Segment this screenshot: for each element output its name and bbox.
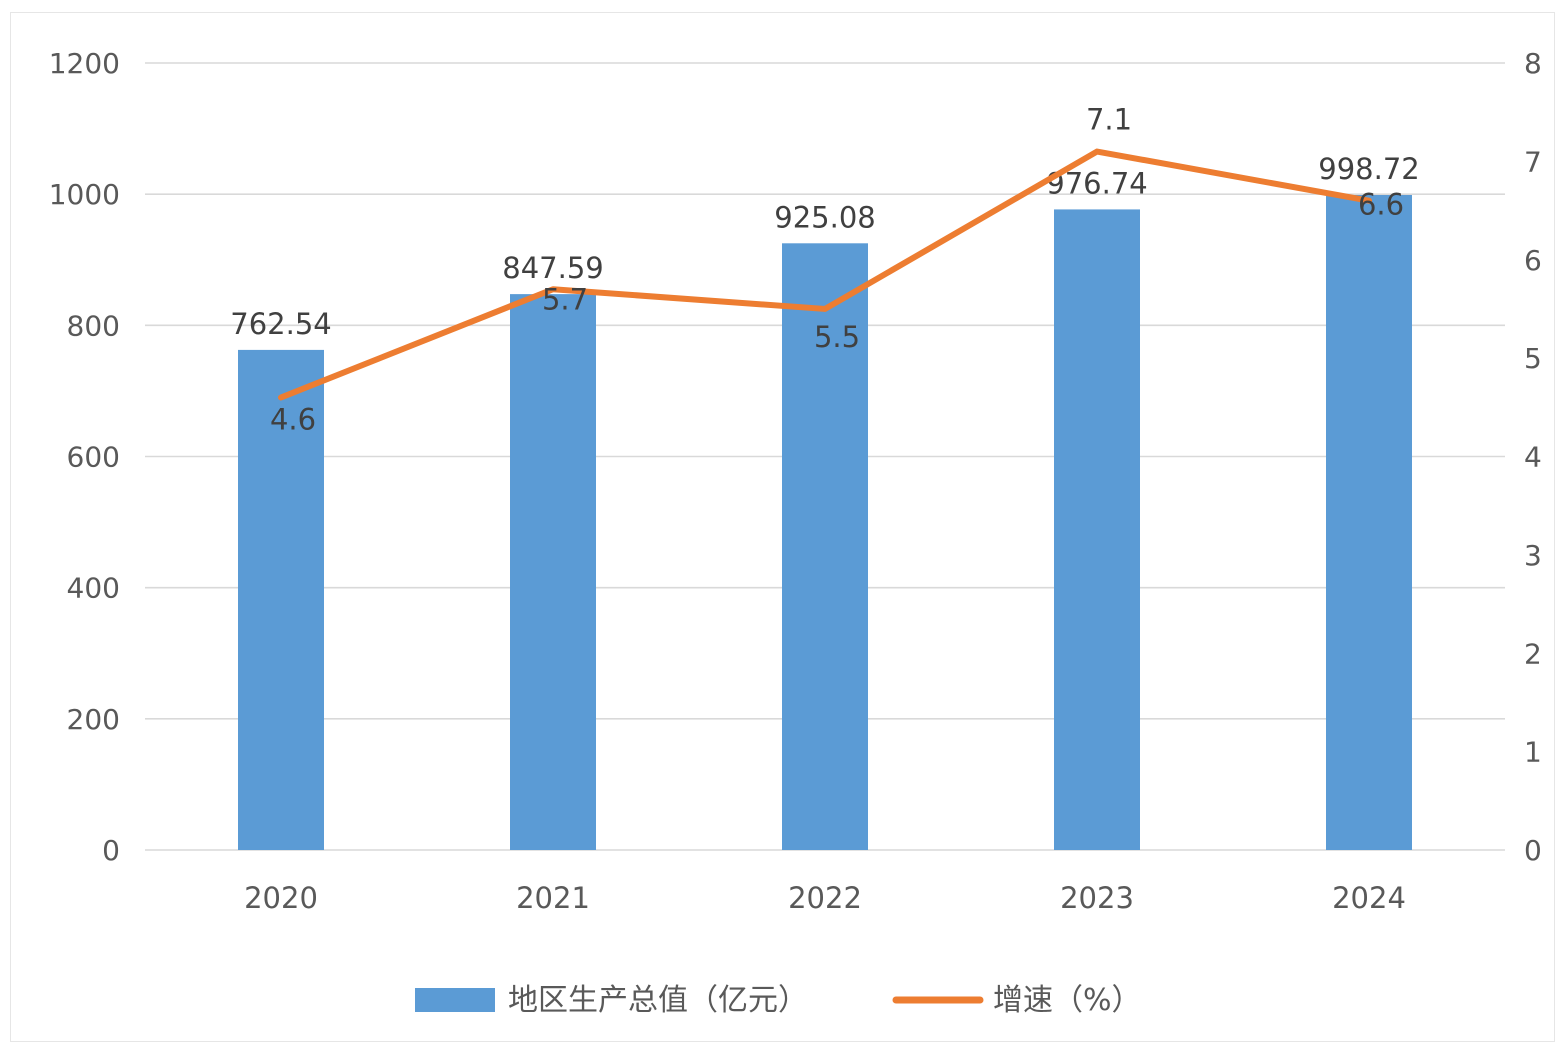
bar-data-label: 762.54 <box>230 307 331 341</box>
x-tick-label: 2023 <box>1060 881 1134 915</box>
line-data-label: 6.6 <box>1358 188 1404 222</box>
y-right-tick-label: 0 <box>1524 834 1542 867</box>
y-left-tick-label: 600 <box>67 441 120 474</box>
bar-data-label: 925.08 <box>774 200 875 234</box>
line-data-label: 4.6 <box>270 402 316 436</box>
chart-frame <box>10 12 1555 1042</box>
y-right-tick-label: 6 <box>1524 244 1542 277</box>
line-data-label: 5.7 <box>542 282 588 316</box>
y-right-tick-label: 2 <box>1524 637 1542 670</box>
bar <box>1326 195 1412 851</box>
bar <box>1054 209 1140 850</box>
y-left-tick-label: 0 <box>102 834 120 867</box>
legend-label-line: 增速（%） <box>993 983 1142 1018</box>
y-left-tick-label: 800 <box>67 309 120 342</box>
y-left-tick-label: 1000 <box>49 178 120 211</box>
y-left-tick-label: 400 <box>67 572 120 605</box>
bar <box>238 349 324 850</box>
legend-label-bar: 地区生产总值（亿元） <box>508 983 808 1018</box>
y-right-tick-label: 8 <box>1524 47 1542 80</box>
y-right-tick-label: 7 <box>1524 145 1542 178</box>
legend-swatch-bar <box>415 988 495 1012</box>
bar-data-label: 998.72 <box>1318 152 1419 186</box>
x-tick-label: 2021 <box>516 881 590 915</box>
x-tick-label: 2020 <box>244 881 318 915</box>
bar <box>782 243 868 850</box>
bar <box>510 294 596 851</box>
line-data-label: 7.1 <box>1086 103 1132 137</box>
line-data-label: 5.5 <box>814 320 860 354</box>
x-tick-label: 2024 <box>1332 881 1406 915</box>
y-right-tick-label: 3 <box>1524 539 1542 572</box>
y-right-tick-label: 4 <box>1524 441 1542 474</box>
bar-data-label: 847.59 <box>502 251 603 285</box>
x-tick-label: 2022 <box>788 881 862 915</box>
y-right-tick-label: 5 <box>1524 342 1542 375</box>
growth-line <box>278 148 1372 401</box>
y-left-tick-label: 1200 <box>49 47 120 80</box>
y-right-tick-label: 1 <box>1524 736 1542 769</box>
y-left-tick-label: 200 <box>67 703 120 736</box>
